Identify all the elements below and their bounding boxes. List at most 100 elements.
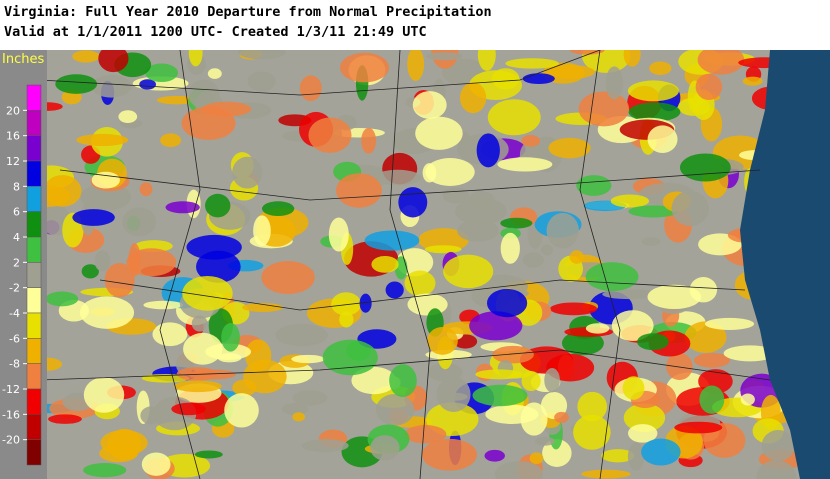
precip-patch: [404, 425, 447, 444]
precip-patch: [182, 275, 233, 311]
boundaries: [39, 50, 771, 479]
precip-patch: [484, 449, 505, 462]
precip-patch: [72, 50, 100, 63]
precip-patch: [699, 385, 725, 414]
precip-patch: [174, 380, 222, 393]
precip-patch: [487, 99, 541, 136]
legend-swatch: [26, 363, 42, 390]
precip-patch: [407, 50, 425, 81]
precip-patch: [695, 73, 723, 100]
precip-patch: [497, 157, 553, 172]
precip-patch: [521, 371, 541, 392]
legend-label: 8: [13, 180, 20, 193]
precip-patch: [415, 116, 463, 150]
precip-patch: [647, 125, 678, 154]
precip-patch: [389, 364, 417, 398]
precip-patch: [469, 311, 523, 341]
precip-patch: [194, 450, 223, 459]
precip-patch: [487, 288, 528, 318]
legend-unit: Inches: [2, 52, 44, 67]
precip-patch: [398, 187, 428, 218]
precip-patch: [455, 197, 507, 225]
precip-patch: [243, 359, 287, 394]
precip-patch: [494, 461, 544, 479]
precip-patch: [623, 50, 641, 67]
precip-patch: [602, 289, 658, 300]
precip-patch: [99, 444, 139, 463]
precip-patch: [176, 367, 217, 381]
precip-patch: [242, 303, 283, 312]
precip-patch: [623, 403, 666, 433]
title: Virginia: Full Year 2010 Departure from …: [4, 4, 492, 20]
precip-patch: [191, 315, 208, 332]
legend-label: -6: [9, 332, 20, 345]
precip-patch: [666, 352, 693, 381]
precip-patch: [521, 135, 541, 147]
precip-patch: [610, 194, 650, 208]
legend-label: -8: [9, 358, 20, 371]
precip-patch: [520, 402, 548, 436]
precip-patch: [412, 91, 447, 119]
precip-patch: [697, 50, 745, 75]
precip-patch: [171, 402, 207, 416]
precip-patch: [371, 255, 399, 273]
precip-patch: [292, 390, 328, 406]
precip-patch: [647, 284, 702, 310]
precip-patch: [679, 153, 731, 182]
precip-patch: [375, 393, 415, 426]
legend-swatch: [26, 338, 42, 364]
precip-patch: [541, 244, 554, 256]
precip-patch: [91, 74, 132, 98]
precip-patch: [385, 281, 404, 299]
legend-label: -4: [9, 307, 20, 320]
precip-patch: [500, 217, 533, 229]
precip-patch: [442, 187, 470, 204]
precip-patch: [425, 52, 463, 61]
legend-swatch: [26, 211, 42, 238]
map: Inches 20 16 12 8 6 4 2 -2 -4 -6 -8 -12 -16 -20: [0, 50, 830, 479]
precip-patch: [143, 300, 184, 310]
precip-patch: [459, 82, 487, 114]
precip-patch: [649, 61, 672, 75]
precip-patch: [361, 127, 377, 154]
precip-patch: [370, 435, 400, 461]
precip-patch: [261, 261, 315, 295]
legend-swatch: [26, 135, 42, 162]
precip-patch: [418, 228, 469, 252]
precip-patch: [118, 110, 138, 124]
precip-patch: [544, 367, 560, 393]
precip-patch: [554, 411, 569, 423]
precip-patch: [76, 133, 129, 147]
precip-patch: [637, 333, 669, 351]
precip-patch: [422, 438, 477, 471]
precip-patch: [761, 430, 795, 462]
precip-patch: [627, 80, 679, 102]
legend-swatch: [26, 160, 42, 187]
precip-patch: [534, 436, 555, 446]
precip-patch: [427, 326, 458, 355]
precip-patch: [641, 438, 681, 466]
precip-patch: [145, 63, 179, 83]
precip-patch: [424, 245, 462, 254]
legend-label: -16: [2, 408, 20, 421]
precip-patch: [139, 182, 153, 197]
precip-patch: [122, 207, 157, 237]
precip-patch: [628, 102, 681, 122]
precip-patch: [548, 137, 591, 159]
legend-label: 12: [6, 155, 20, 168]
legend-label: 6: [13, 206, 20, 219]
legend-swatch: [26, 110, 42, 136]
precip-patch: [549, 302, 598, 316]
precip-patch: [201, 101, 252, 117]
precip-patch: [576, 175, 612, 196]
precip-patch: [404, 270, 436, 296]
precip-patch: [542, 439, 572, 467]
precip-patch: [505, 58, 559, 69]
precip-patch: [693, 352, 730, 368]
precip-patch: [522, 73, 555, 85]
precip-patch: [55, 74, 98, 94]
precip-patch: [141, 452, 171, 476]
legend-swatch: [26, 186, 42, 212]
precip-patch: [641, 237, 661, 246]
precip-patch: [364, 230, 420, 251]
